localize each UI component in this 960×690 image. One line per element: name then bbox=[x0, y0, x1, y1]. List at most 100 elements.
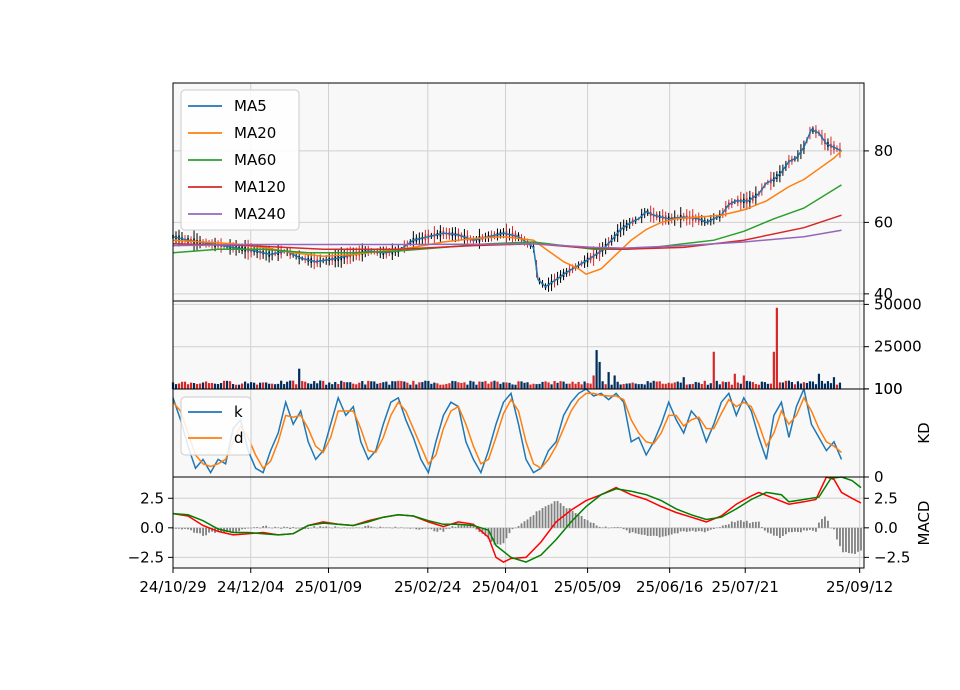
macd-hist-bar bbox=[538, 510, 541, 528]
macd-hist-bar bbox=[202, 527, 204, 536]
macd-hist-bar bbox=[830, 527, 832, 529]
volume-bar bbox=[517, 381, 520, 389]
volume-bar bbox=[228, 381, 232, 389]
macd-hist-bar bbox=[307, 527, 310, 529]
macd-hist-bar bbox=[400, 527, 403, 528]
macd-hist-bar bbox=[466, 525, 469, 528]
volume-bar bbox=[550, 384, 553, 389]
volume-bar bbox=[793, 384, 796, 389]
volume-bar bbox=[727, 381, 730, 389]
volume-bar bbox=[691, 383, 694, 389]
macd-hist-bar bbox=[394, 526, 397, 528]
volume-bar bbox=[658, 381, 661, 389]
volume-bar bbox=[835, 384, 839, 389]
volume-bar bbox=[607, 372, 610, 389]
macd-hist-bar bbox=[649, 527, 652, 536]
macd-hist-bar bbox=[715, 527, 718, 529]
macd-hist-bar bbox=[851, 527, 853, 554]
macd-hist-bar bbox=[511, 527, 514, 530]
macd-hist-bar bbox=[836, 527, 838, 540]
macd-hist-bar bbox=[676, 527, 679, 534]
volume-bar bbox=[385, 381, 388, 389]
y-tick-label: 0.0 bbox=[874, 519, 898, 537]
macd-hist-bar bbox=[604, 526, 607, 528]
volume-bar bbox=[316, 383, 319, 389]
volume-bar bbox=[379, 382, 382, 389]
macd-hist-bar bbox=[244, 527, 247, 529]
volume-bar bbox=[580, 384, 583, 389]
volume-bar bbox=[652, 380, 655, 389]
volume-bar bbox=[262, 382, 265, 389]
volume-bar bbox=[475, 384, 478, 389]
volume-bar bbox=[688, 384, 691, 389]
macd-hist-bar bbox=[472, 526, 475, 528]
volume-bar bbox=[502, 382, 505, 389]
volume-bar bbox=[304, 381, 307, 389]
volume-bar bbox=[256, 384, 259, 389]
macd-hist-bar bbox=[409, 527, 412, 529]
volume-bar bbox=[418, 382, 421, 389]
volume-bar bbox=[538, 383, 541, 389]
macd-hist-bar bbox=[806, 527, 808, 531]
y-tick-label: 100 bbox=[874, 380, 903, 398]
macd-hist-bar bbox=[301, 527, 304, 528]
volume-bar bbox=[424, 380, 427, 389]
macd-hist-bar bbox=[679, 527, 682, 532]
volume-bar bbox=[751, 382, 754, 389]
volume-bar bbox=[646, 381, 649, 389]
volume-bar bbox=[496, 381, 499, 389]
macd-hist-bar bbox=[616, 526, 619, 528]
macd-hist-bar bbox=[646, 527, 649, 536]
volume-bar bbox=[382, 382, 385, 389]
y-tick-label: 60 bbox=[874, 213, 893, 231]
volume-bar bbox=[358, 382, 361, 389]
volume-bar bbox=[403, 381, 406, 389]
kd-legend: kd bbox=[180, 396, 252, 456]
macd-hist-bar bbox=[568, 508, 571, 528]
volume-bar bbox=[637, 384, 640, 389]
volume-bar bbox=[222, 380, 226, 389]
volume-bar bbox=[493, 380, 496, 389]
macd-hist-bar bbox=[763, 527, 766, 531]
macd-hist-bar bbox=[842, 527, 844, 553]
y-axis-label: MACD bbox=[915, 501, 933, 546]
series-line-ma240 bbox=[172, 229, 842, 249]
macd-hist-bar bbox=[553, 501, 556, 528]
macd-hist-bar bbox=[845, 527, 847, 553]
volume-bar bbox=[622, 384, 625, 389]
macd-hist-bar bbox=[628, 527, 631, 534]
volume-panel: 100 25000 50000 bbox=[171, 295, 922, 398]
volume-bar bbox=[706, 384, 709, 389]
volume-bar bbox=[739, 383, 742, 389]
macd-hist-bar bbox=[508, 527, 511, 534]
volume-bar bbox=[445, 383, 448, 389]
volume-bar bbox=[811, 381, 815, 389]
macd-hist-bar bbox=[283, 526, 286, 528]
macd-hist-bar bbox=[580, 516, 583, 528]
volume-bar bbox=[346, 382, 349, 389]
volume-bar bbox=[400, 381, 403, 389]
macd-hist-bar bbox=[418, 527, 421, 530]
volume-bar bbox=[376, 383, 379, 389]
macd-hist-bar bbox=[388, 527, 391, 528]
volume-bar bbox=[697, 382, 700, 389]
volume-bar bbox=[244, 381, 247, 389]
volume-bar bbox=[679, 382, 682, 389]
volume-bar bbox=[439, 384, 442, 389]
volume-bar bbox=[210, 382, 214, 389]
volume-bar bbox=[469, 380, 472, 389]
macd-hist-bar bbox=[235, 527, 237, 532]
y-tick-label: 80 bbox=[874, 142, 893, 160]
volume-bar bbox=[283, 384, 286, 389]
volume-bar bbox=[201, 382, 205, 389]
macd-hist-bar bbox=[382, 527, 385, 528]
volume-bar bbox=[718, 384, 721, 389]
macd-hist-bar bbox=[664, 527, 667, 537]
macd-hist-bar bbox=[442, 527, 445, 532]
volume-bar bbox=[784, 380, 787, 389]
macd-hist-bar bbox=[577, 514, 580, 528]
macd-hist-bar bbox=[454, 526, 457, 528]
macd-hist-bar bbox=[595, 525, 598, 528]
volume-bar bbox=[295, 384, 298, 389]
volume-bar bbox=[409, 384, 412, 389]
